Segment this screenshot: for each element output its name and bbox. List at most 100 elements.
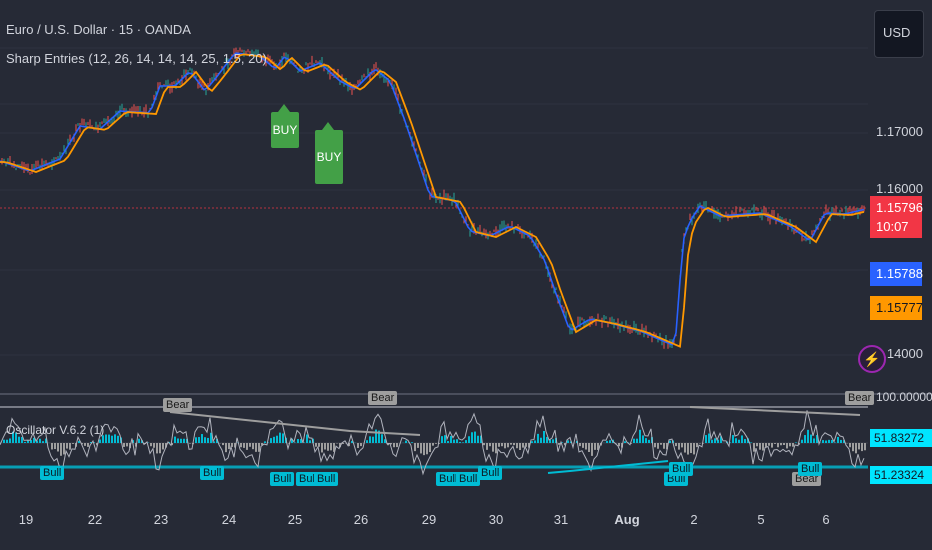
time-label-6: 6	[822, 512, 830, 527]
osc-bar	[369, 436, 371, 443]
osc-bar	[57, 443, 59, 452]
osc-bar	[663, 443, 665, 449]
time-label-29: 29	[421, 512, 437, 527]
osc-bar	[753, 443, 755, 452]
osc-bar	[30, 439, 32, 443]
osc-bar	[279, 432, 281, 443]
osc-bar	[837, 436, 839, 443]
osc-bar	[618, 443, 620, 447]
osc-bar	[69, 443, 71, 450]
osc-bar	[765, 443, 767, 447]
osc-bar	[174, 436, 176, 443]
oscillator-pane[interactable]	[0, 395, 868, 500]
osc-bar	[96, 443, 98, 446]
osc-bar	[732, 435, 734, 443]
osc-bar	[507, 443, 509, 448]
osc-bar	[180, 438, 182, 443]
osc-bar	[861, 443, 863, 452]
bull-signal-2: Bull	[200, 466, 225, 480]
osc-bar	[453, 439, 455, 443]
oscillator-legend[interactable]: Oscillator V.6.2 (1)	[6, 423, 105, 437]
osc-bar	[195, 437, 197, 443]
osc-bar	[324, 443, 326, 450]
osc-bar	[720, 436, 722, 443]
osc-bar	[228, 443, 230, 450]
osc-bar	[783, 443, 785, 446]
osc-bar	[534, 440, 536, 443]
osc-bar	[771, 443, 773, 448]
time-label-30: 30	[488, 512, 504, 527]
osc-bar	[213, 441, 215, 443]
osc-bar	[234, 443, 236, 448]
osc-bar	[822, 440, 824, 443]
osc-bar	[558, 443, 560, 445]
osc-bar	[390, 443, 392, 445]
osc-bar	[72, 443, 74, 444]
osc-bar	[801, 439, 803, 443]
osc-bar	[624, 441, 626, 443]
osc-bar	[303, 442, 305, 443]
osc-bar	[813, 438, 815, 443]
osc-bar	[36, 440, 38, 443]
osc-bar	[204, 437, 206, 443]
time-label-2: 2	[690, 512, 698, 527]
last-price-tag: 1.15796 10:07	[870, 196, 923, 238]
osc-bar	[492, 443, 494, 452]
osc-bar	[501, 443, 503, 447]
osc-bar	[177, 438, 179, 443]
osc-bar	[450, 435, 452, 443]
indicator-legend[interactable]: Sharp Entries (12, 26, 14, 14, 14, 25, 1…	[6, 51, 267, 66]
osc-bar	[750, 442, 752, 443]
osc-bar	[522, 443, 524, 448]
osc-bar	[366, 440, 368, 443]
osc-bar	[705, 435, 707, 443]
osc-bar	[162, 443, 164, 450]
symbol-title[interactable]: Euro / U.S. Dollar · 15 · OANDA	[6, 22, 191, 37]
osc-bar	[717, 439, 719, 443]
osc-bar	[486, 443, 488, 450]
osc-bar	[27, 440, 29, 443]
osc-bar	[540, 437, 542, 443]
osc-bar	[858, 443, 860, 450]
osc-bar	[426, 443, 428, 455]
osc-bar	[690, 443, 692, 454]
osc-bar	[351, 440, 353, 443]
time-label-22: 22	[87, 512, 103, 527]
osc-bar	[435, 443, 437, 444]
osc-bar	[315, 443, 317, 447]
osc-bar	[306, 434, 308, 443]
osc-bar	[567, 440, 569, 443]
osc-bar	[309, 440, 311, 443]
osc-bar	[333, 443, 335, 452]
osc-bar	[42, 441, 44, 443]
osc-bar	[735, 438, 737, 443]
osc-bar	[471, 432, 473, 443]
price-tick-2: 1.16000	[876, 181, 923, 196]
osc-bar	[24, 441, 26, 443]
osc-bar	[348, 443, 350, 447]
lightning-icon[interactable]: ⚡	[858, 345, 886, 373]
osc-bar	[252, 443, 254, 450]
osc-bar	[9, 438, 11, 443]
osc-bar	[648, 439, 650, 443]
osc-bar	[51, 443, 53, 450]
osc-bar	[483, 443, 485, 446]
pane-divider[interactable]	[0, 393, 932, 395]
price-chart-pane[interactable]	[0, 0, 868, 390]
bull-signal-11: Bull	[798, 462, 823, 476]
osc-bar	[210, 432, 212, 443]
osc-bar	[636, 438, 638, 443]
osc-bar	[816, 434, 818, 443]
currency-button[interactable]: USD	[874, 10, 924, 58]
osc-bar	[15, 432, 17, 443]
osc-bar	[825, 440, 827, 443]
osc-bar	[108, 434, 110, 443]
price-axis[interactable]	[868, 0, 932, 502]
osc-bar	[711, 439, 713, 443]
osc-bar	[756, 443, 758, 447]
osc-bar	[687, 443, 689, 455]
osc-bar	[99, 439, 101, 443]
osc-bar	[843, 440, 845, 443]
osc-top-value: 100.00000	[876, 390, 932, 404]
osc-bar	[834, 442, 836, 443]
